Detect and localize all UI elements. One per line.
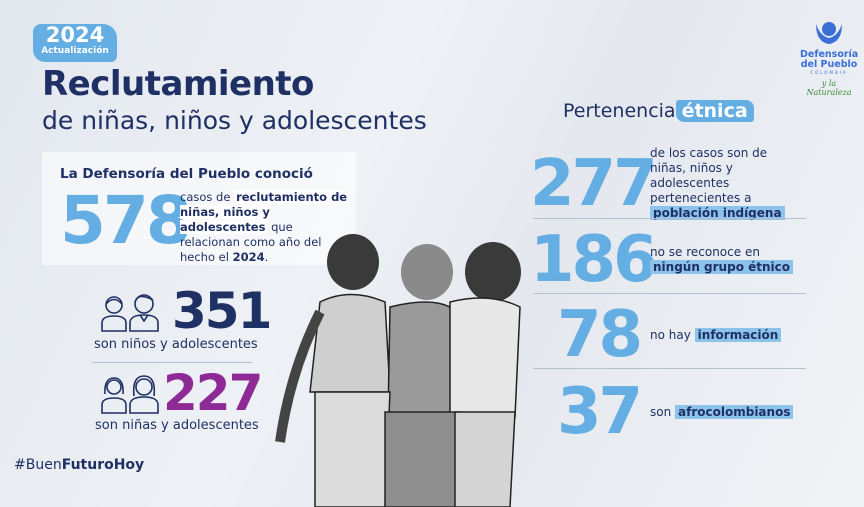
girls-icon [100, 374, 162, 414]
boys-number: 351 [172, 282, 272, 340]
summary-number: 578 [60, 182, 192, 259]
summary-year: 2024 [232, 250, 265, 264]
stat-text: son afrocolombianos [650, 404, 794, 420]
summary-text: casos de reclutamiento de niñas, niños y… [180, 190, 355, 265]
ethnic-title: Pertenencia étnica [563, 100, 754, 122]
hashtag-pre: #Buen [14, 457, 62, 473]
stat-number: 186 [530, 223, 658, 297]
divider [92, 362, 252, 363]
logo-line2: del Pueblo [800, 59, 858, 70]
girls-caption: son niñas y adolescentes [95, 418, 259, 433]
summary-text-post: que relacionan como año del hecho el [180, 220, 322, 264]
stat-desc: no hay [650, 327, 691, 342]
ethnic-stat-indigenous: 277 de los casos son de niñas, niños y a… [530, 146, 805, 221]
stat-number: 37 [556, 375, 643, 449]
stat-text: no se reconoce en ningún grupo étnico [650, 245, 794, 275]
ethnic-stat-noinfo: 78 no hay información [530, 298, 782, 372]
ethnic-title-main: Pertenencia [563, 100, 676, 122]
summary-end: . [264, 250, 269, 264]
stat-key: afrocolombianos [675, 404, 794, 419]
summary-text-pre: casos de [180, 190, 235, 204]
hashtag-bold: FuturoHoy [61, 457, 145, 473]
stat-desc: no se reconoce en [650, 245, 760, 259]
stat-desc: son [650, 404, 672, 419]
badge-year: 2024 [45, 23, 105, 47]
badge-label: Actualización [41, 46, 109, 56]
defensoria-logo: Defensoría del Pueblo COLOMBIA y la Natu… [800, 20, 858, 97]
logo-country: COLOMBIA [810, 70, 848, 75]
girls-number: 227 [163, 364, 263, 422]
ethnic-stat-none: 186 no se reconoce en ningún grupo étnico [530, 223, 794, 297]
ethnic-stat-afro: 37 son afrocolombianos [530, 375, 794, 449]
stat-text: no hay información [650, 327, 782, 343]
divider [533, 293, 806, 294]
year-badge: 2024 Actualización [33, 24, 117, 62]
stat-number: 277 [530, 146, 658, 221]
logo-line1: Defensoría [800, 49, 859, 60]
boys-icon [100, 292, 162, 332]
logo-tagline: y la Naturaleza [806, 79, 852, 97]
children-photo [275, 234, 521, 507]
stat-text: de los casos son de niñas, niños y adole… [650, 146, 805, 221]
stat-key: información [694, 327, 782, 342]
summary-box: La Defensoría del Pueblo conoció 578 cas… [42, 152, 356, 265]
page-subtitle: de niñas, niños y adolescentes [42, 106, 427, 135]
stat-key: población indígena [650, 206, 785, 220]
divider [533, 218, 806, 219]
hashtag: #BuenFuturoHoy [14, 457, 144, 473]
logo-hands-icon [816, 22, 842, 44]
summary-heading: La Defensoría del Pueblo conoció [60, 166, 313, 182]
stat-key: ningún grupo étnico [650, 260, 794, 274]
divider [533, 368, 806, 369]
ethnic-title-highlight: étnica [675, 100, 754, 122]
boys-caption: son niños y adolescentes [94, 337, 258, 352]
page-title: Reclutamiento [42, 64, 314, 104]
stat-number: 78 [556, 298, 643, 372]
stat-desc: de los casos son de niñas, niños y adole… [650, 146, 768, 205]
